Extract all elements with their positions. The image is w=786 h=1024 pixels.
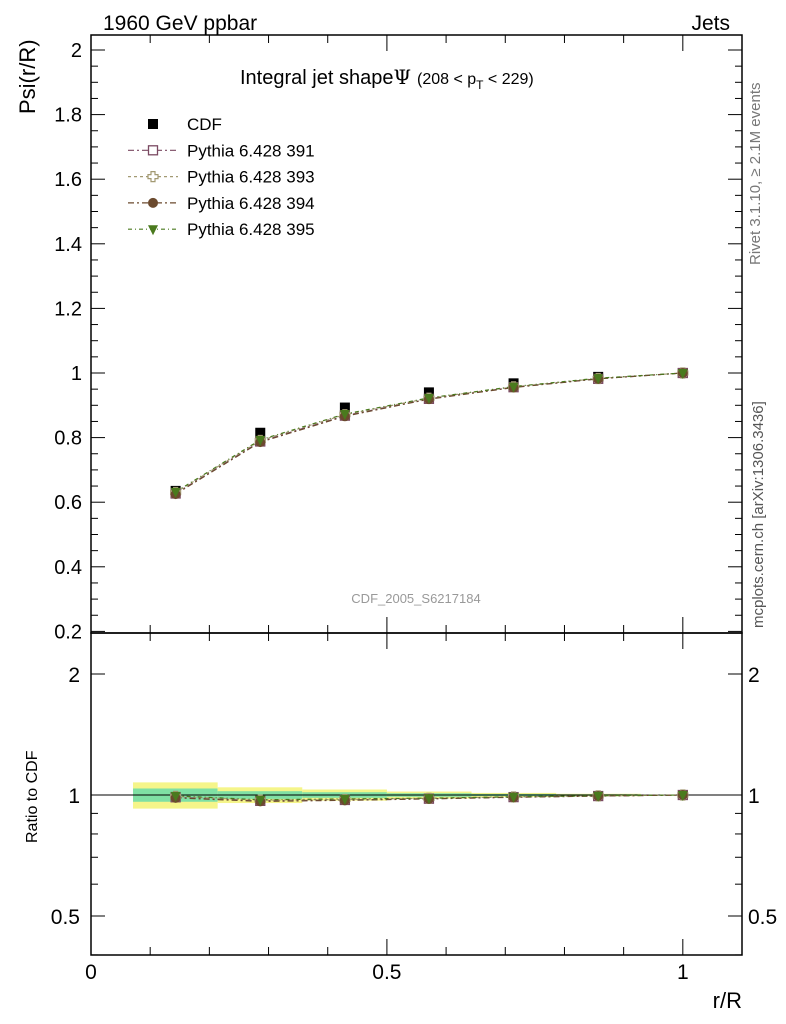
main-data-point bbox=[339, 410, 350, 421]
main-data-point bbox=[508, 382, 519, 393]
ratio-y-tick-label-right: 0.5 bbox=[748, 906, 777, 929]
ratio-series-markers bbox=[170, 789, 689, 807]
main-data-point bbox=[423, 387, 434, 398]
analysis-watermark: CDF_2005_S6217184 bbox=[351, 591, 480, 606]
main-data-point bbox=[170, 487, 181, 498]
legend-label: Pythia 6.428 393 bbox=[187, 168, 315, 187]
legend-label: Pythia 6.428 394 bbox=[187, 194, 315, 213]
chart-title-range-sub: T bbox=[476, 78, 484, 92]
main-data-point bbox=[593, 374, 604, 385]
chart-title-range: (208 < p bbox=[417, 71, 476, 88]
ratio-plot-panel: 0.5 0.51 12 2 0 0.5 1 Ratio to CDF r/R bbox=[24, 632, 777, 1013]
ratio-data-point bbox=[423, 794, 434, 805]
chart-title-main: Integral jet shape bbox=[240, 67, 393, 89]
legend-label: Pythia 6.428 395 bbox=[187, 220, 315, 239]
main-y-tick-label: 0.6 bbox=[54, 492, 82, 514]
header-energy-label: 1960 GeV ppbar bbox=[103, 12, 257, 35]
legend-marker bbox=[147, 145, 159, 156]
main-y-tick-label: 1.4 bbox=[54, 234, 82, 256]
ratio-y-tick-labels: 0.5 0.5 1 1 2 2 bbox=[51, 664, 777, 929]
main-series-markers bbox=[170, 367, 689, 500]
main-y-tick-labels: 0.2 0.4 0.6 0.8 1 1.2 1.4 1.6 1.8 2 bbox=[54, 40, 82, 643]
ratio-y-tick-label: 2 bbox=[68, 664, 80, 687]
ratio-data-point bbox=[677, 791, 688, 801]
main-y-tick-label: 2 bbox=[71, 40, 82, 62]
ratio-y-tick-label-right: 1 bbox=[748, 785, 760, 808]
ratio-y-tick-label: 0.5 bbox=[51, 906, 80, 929]
x-tick-labels: 0 0.5 1 bbox=[85, 961, 689, 984]
legend: CDF Pythia 6.428 391 Pythia 6.428 393 Pythi… bbox=[128, 115, 315, 239]
main-y-tick-label: 1.8 bbox=[54, 105, 82, 127]
chart-title-range-end: < 229) bbox=[483, 71, 533, 88]
main-y-tick-label: 0.2 bbox=[54, 621, 82, 643]
x-tick-label: 0.5 bbox=[372, 961, 401, 984]
main-y-tick-label: 0.8 bbox=[54, 428, 82, 450]
x-tick-label: 0 bbox=[85, 961, 97, 984]
legend-marker bbox=[147, 171, 159, 183]
rivet-version-label: Rivet 3.1.10, ≥ 2.1M events bbox=[747, 83, 764, 266]
legend-marker bbox=[148, 225, 158, 236]
ratio-data-point bbox=[508, 792, 519, 803]
main-data-point bbox=[255, 435, 266, 446]
ratio-data-point bbox=[170, 791, 181, 802]
main-data-point bbox=[423, 393, 434, 404]
x-axis-label: r/R bbox=[713, 988, 742, 1013]
ratio-plot-frame bbox=[90, 632, 743, 956]
mcplots-source-label: mcplots.cern.ch [arXiv:1306.3436] bbox=[750, 401, 767, 628]
main-data-point bbox=[677, 369, 688, 379]
main-y-axis-label: Psi(r/R) bbox=[15, 39, 40, 114]
ratio-y-axis-label: Ratio to CDF bbox=[24, 750, 41, 843]
ratio-y-tick-label-right: 2 bbox=[748, 664, 760, 687]
x-tick-label: 1 bbox=[677, 961, 689, 984]
main-y-tick-label: 0.4 bbox=[54, 557, 82, 579]
chart-title: Integral jet shapeΨ (208 < pT < 229) bbox=[240, 65, 534, 92]
header-process-label: Jets bbox=[691, 12, 730, 35]
main-y-tick-label: 1.6 bbox=[54, 169, 82, 191]
legend-marker bbox=[148, 197, 158, 208]
chart-title-psi: Ψ bbox=[393, 65, 411, 89]
main-plot-panel: 0.2 0.4 0.6 0.8 1 1.2 1.4 1.6 1.8 2 Psi(r/R) Inte… bbox=[15, 34, 743, 643]
ratio-y-tick-label: 1 bbox=[68, 785, 80, 808]
main-data-point bbox=[255, 427, 266, 438]
ratio-data-point bbox=[593, 791, 604, 802]
main-y-tick-label: 1 bbox=[71, 363, 82, 385]
legend-marker bbox=[148, 119, 158, 129]
main-data-point bbox=[339, 402, 350, 413]
legend-label: Pythia 6.428 391 bbox=[187, 141, 315, 160]
ratio-data-point bbox=[255, 795, 266, 806]
ratio-data-point bbox=[339, 794, 350, 805]
legend-label: CDF bbox=[187, 115, 222, 134]
main-y-tick-label: 1.2 bbox=[54, 298, 82, 320]
